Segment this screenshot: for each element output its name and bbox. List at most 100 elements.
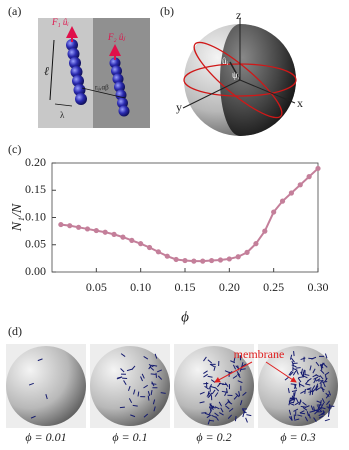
filament: [298, 382, 301, 388]
filament: [241, 362, 244, 368]
filament: [304, 373, 310, 376]
filament: [315, 378, 321, 382]
point: [146, 244, 153, 251]
filament: [152, 364, 158, 367]
filament: [299, 410, 305, 414]
sphere: [6, 346, 86, 426]
filament: [156, 369, 162, 373]
filament: [312, 368, 316, 374]
filament: [240, 368, 246, 371]
filament: [227, 414, 233, 419]
point: [297, 182, 303, 188]
filament: [215, 416, 219, 421]
x-tick-label: 0.10: [130, 280, 151, 294]
filament: [319, 379, 324, 385]
filament: [297, 377, 302, 383]
filament: [225, 388, 228, 394]
filament: [137, 391, 140, 397]
filament: [203, 356, 207, 362]
filament: [246, 414, 252, 417]
filament: [315, 374, 321, 378]
annotation: membrane: [234, 347, 285, 361]
point: [306, 174, 312, 180]
filament: [299, 383, 305, 388]
filament: [311, 356, 317, 360]
y-tick-label: 0.20: [25, 155, 46, 169]
filament: [236, 370, 241, 376]
filament: [213, 365, 216, 371]
bead: [118, 105, 130, 117]
filament: [293, 391, 296, 397]
filament: [312, 388, 317, 393]
filament: [317, 405, 322, 410]
filament: [306, 388, 312, 391]
filament: [237, 380, 243, 384]
filament: [324, 418, 330, 422]
point: [84, 226, 91, 232]
point: [138, 241, 144, 247]
filament: [232, 364, 237, 370]
y-tick-label: 0.10: [25, 209, 46, 223]
filament: [328, 404, 331, 410]
filament: [218, 382, 224, 385]
point: [279, 198, 286, 204]
filament: [148, 363, 154, 368]
bead: [66, 39, 78, 51]
filament: [292, 397, 296, 403]
filament: [120, 368, 125, 373]
filament: [203, 373, 208, 378]
filament: [313, 376, 319, 380]
filament: [291, 364, 297, 368]
point: [173, 256, 179, 263]
filament: [245, 417, 248, 423]
filament: [153, 406, 156, 412]
filament: [123, 380, 127, 385]
point: [288, 190, 294, 196]
filament: [232, 375, 238, 379]
filament: [131, 365, 136, 371]
filament: [315, 385, 319, 391]
point: [315, 165, 321, 172]
filament: [300, 405, 306, 408]
filament: [210, 386, 216, 389]
filament: [322, 382, 326, 388]
filament: [128, 398, 133, 403]
filament: [227, 401, 233, 405]
filament: [288, 370, 293, 376]
y-tick-label: 0.05: [25, 237, 46, 251]
filament: [294, 418, 300, 421]
filament: [317, 404, 321, 410]
filament: [120, 353, 126, 357]
filament: [143, 355, 149, 360]
filament: [313, 409, 319, 412]
filament: [292, 370, 297, 376]
filament: [304, 405, 310, 409]
filament: [313, 378, 317, 384]
point: [235, 254, 241, 260]
filament: [320, 365, 323, 371]
filament: [304, 388, 306, 395]
filament: [133, 389, 136, 395]
point: [209, 257, 215, 264]
filament: [326, 400, 331, 406]
point: [271, 209, 277, 215]
length-label: ℓ: [44, 64, 49, 78]
filament: [325, 392, 330, 397]
filament: [151, 381, 155, 387]
axis-z: z: [236, 8, 241, 22]
y-tick-label: 0.00: [25, 264, 46, 278]
point: [182, 257, 188, 264]
filament: [284, 376, 290, 381]
filament: [305, 379, 310, 385]
filament: [210, 405, 215, 411]
x-tick-label: 0.20: [219, 280, 240, 294]
distance-label: rᵢⱼ,αβ: [95, 84, 109, 92]
filament: [316, 400, 322, 404]
filament: [236, 373, 241, 379]
filament: [322, 409, 325, 416]
sphere: [258, 346, 338, 426]
filament: [235, 393, 240, 398]
filament: [219, 412, 224, 416]
filament: [203, 370, 208, 375]
panel-label: (a): [8, 4, 21, 18]
